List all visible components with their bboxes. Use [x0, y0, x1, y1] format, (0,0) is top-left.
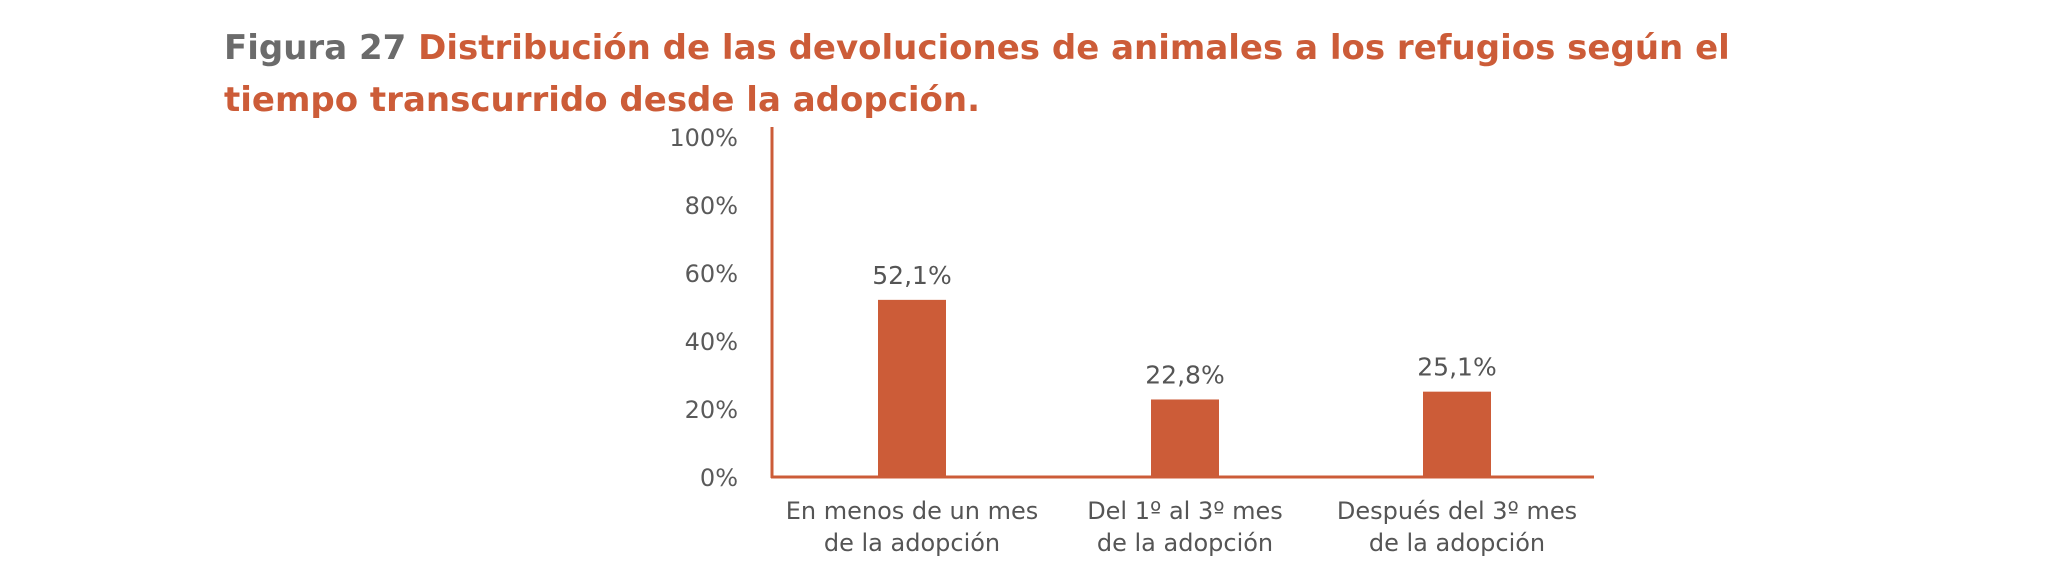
category-labels: En menos de un mes de la adopción Del 1º a… — [786, 497, 1577, 557]
category-label-1: En menos de un mes — [786, 497, 1039, 525]
category-label-3: de la adopción — [1369, 529, 1545, 557]
data-label-3: 25,1% — [1417, 353, 1496, 382]
bars — [878, 299, 1491, 477]
y-tick-label: 80% — [685, 192, 738, 220]
bar-3 — [1423, 391, 1491, 477]
y-axis-ticks: 0% 20% 40% 60% 80% 100% — [669, 124, 738, 492]
y-tick-label: 20% — [685, 396, 738, 424]
y-tick-label: 100% — [669, 124, 738, 152]
y-tick-label: 0% — [700, 464, 738, 492]
figure-heading: Figura 27 Distribución de las devolucion… — [224, 22, 1804, 126]
figure-number: Figura 27 — [224, 28, 407, 68]
y-tick-label: 40% — [685, 328, 738, 356]
category-label-2: de la adopción — [1097, 529, 1273, 557]
category-label-1: de la adopción — [824, 529, 1000, 557]
y-tick-label: 60% — [685, 260, 738, 288]
data-labels: 52,1% 22,8% 25,1% — [872, 261, 1496, 390]
data-label-1: 52,1% — [872, 261, 951, 290]
category-label-3: Después del 3º mes — [1337, 497, 1577, 525]
figure-title: Distribución de las devoluciones de anim… — [224, 28, 1730, 120]
category-label-2: Del 1º al 3º mes — [1087, 497, 1283, 525]
data-label-2: 22,8% — [1145, 360, 1224, 389]
bar-1 — [878, 299, 946, 477]
bar-2 — [1151, 399, 1219, 477]
